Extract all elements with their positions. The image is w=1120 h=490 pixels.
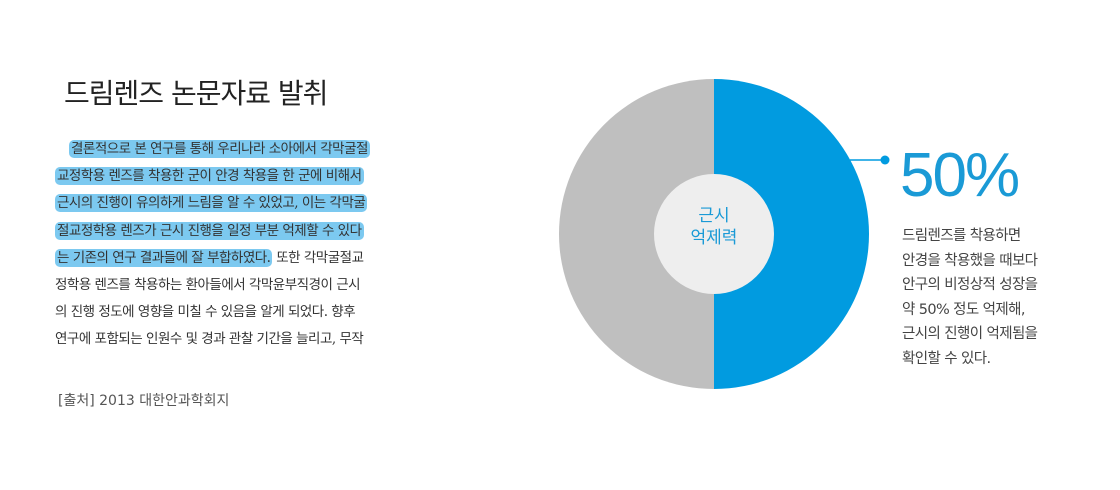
description-line: 근시의 진행이 억제됨을 [902,326,1038,342]
description-line: 확인할 수 있다. [902,350,991,367]
page-title: 드림렌즈 논문자료 발취 [64,77,328,110]
source-citation: [출처] 2013 대한안과학회지 [58,393,230,409]
annotation-value: 50% [900,141,1020,210]
paragraph-line: 결론적으로 본 연구를 통해 우리나라 소아에서 각막굴절 [55,136,501,163]
pie-slice [714,79,869,389]
center-label-line: 억제력 [690,228,738,248]
plain-text: 의 진행 정도에 영향을 미칠 수 있음을 알게 되었다. 향후 [55,304,356,321]
pie-center-label: 근시 억제력 [654,205,774,249]
paragraph-line: 정학용 렌즈를 착용하는 환아들에서 각막윤부직경이 근시 [55,272,501,299]
center-label-line: 근시 [698,206,730,226]
pie-slice [559,79,714,389]
plain-text: 연구에 포함되는 인원수 및 경과 관찰 기간을 늘리고, 무작 [55,331,364,348]
description-line: 안경을 착용했을 때보다 [902,252,1038,269]
highlighted-text: 교정학용 렌즈를 착용한 군이 안경 착용을 한 군에 비해서 [55,167,364,186]
description-line: 드림렌즈를 착용하면 [902,228,1021,244]
description-line: 약 50% 정도 억제해, [902,301,1026,318]
paragraph-line: 근시의 진행이 유의하게 느림을 알 수 있었고, 이는 각막굴 [55,190,501,217]
plain-text: 또한 각막굴절교 [272,249,364,266]
pie-center-disc [654,174,774,294]
annotation-dot [880,155,890,165]
paragraph-line: 교정학용 렌즈를 착용한 군이 안경 착용을 한 군에 비해서 [55,163,501,190]
description-line: 안구의 비정상적 성장을 [902,277,1038,293]
highlighted-text: 절교정학용 렌즈가 근시 진행을 일정 부분 억제할 수 있다 [55,221,364,240]
plain-text: 정학용 렌즈를 착용하는 환아들에서 각막윤부직경이 근시 [55,277,361,294]
paragraph-line: 의 진행 정도에 영향을 미칠 수 있음을 알게 되었다. 향후 [55,299,501,326]
highlighted-text: 결론적으로 본 연구를 통해 우리나라 소아에서 각막굴절 [69,140,370,158]
highlighted-text: 근시의 진행이 유의하게 느림을 알 수 있었고, 이는 각막굴 [55,194,368,213]
paragraph-line: 는 기존의 연구 결과들에 잘 부합하였다. 또한 각막굴절교 [55,245,501,272]
paragraph-line: 절교정학용 렌즈가 근시 진행을 일정 부분 억제할 수 있다 [55,218,501,245]
paragraph-line: 연구에 포함되는 인원수 및 경과 관찰 기간을 늘리고, 무작 [55,326,501,353]
highlighted-text: 는 기존의 연구 결과들에 잘 부합하였다. [55,248,273,267]
